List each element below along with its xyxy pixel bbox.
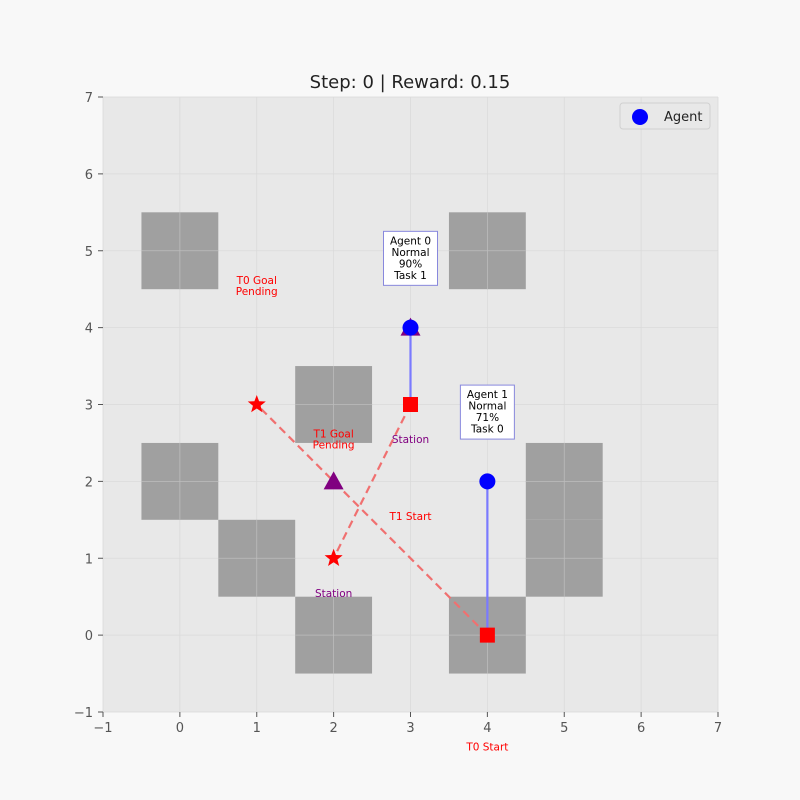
station-label: Station (315, 588, 352, 600)
task-goal-label: T1 Goal (312, 429, 353, 441)
agent-info-text: 90% (399, 258, 422, 270)
agent-marker (479, 473, 496, 490)
x-tick-label: −1 (93, 721, 112, 736)
x-tick-label: 2 (329, 721, 337, 736)
task-start-marker (403, 397, 418, 412)
agent-info-text: Agent 1 (467, 389, 508, 401)
task-start-label: T1 Start (388, 511, 431, 523)
y-tick-label: 5 (85, 245, 93, 260)
y-tick-label: 3 (85, 399, 93, 414)
y-tick-label: 6 (85, 168, 93, 183)
agent-info-text: Task 0 (470, 424, 504, 436)
markers (247, 317, 496, 643)
x-tick-label: 4 (483, 721, 491, 736)
task-goal-label: Pending (236, 286, 278, 298)
agent-info-box (459, 384, 515, 440)
task-goal-label: T0 Goal (236, 275, 277, 287)
axis-ticks: −1 0 1 2 3 4 5 6 7 −1 0 1 2 3 4 5 6 7 (74, 91, 722, 736)
task-goal-marker (247, 395, 266, 413)
x-tick-label: 0 (176, 721, 184, 736)
station-marker (323, 471, 344, 490)
chart-title: Step: 0 | Reward: 0.15 (310, 72, 511, 93)
x-tick-label: 1 (253, 721, 261, 736)
task-start-label: T0 Start (465, 742, 508, 754)
x-tick-label: 6 (637, 721, 645, 736)
y-tick-label: 7 (85, 91, 93, 106)
grid-overlay (141, 212, 603, 674)
task-path-line (332, 404, 412, 559)
agent-info-text: 71% (476, 412, 499, 424)
y-tick-label: 2 (85, 475, 93, 490)
agent-info-text: Normal (468, 401, 506, 413)
agent-info-text: Agent 0 (390, 235, 431, 247)
y-tick-label: 0 (85, 629, 93, 644)
y-tick-label: 4 (85, 322, 93, 337)
agent-info-text: Task 1 (393, 270, 427, 282)
legend-agent-label: Agent (664, 110, 702, 125)
y-tick-label: −1 (74, 706, 93, 721)
agent-info-box (383, 230, 438, 286)
y-tick-label: 1 (85, 552, 93, 567)
agent-info-text: Normal (392, 247, 430, 259)
legend: Agent (619, 102, 711, 130)
x-tick-label: 5 (560, 721, 568, 736)
station-label: Station (392, 434, 429, 446)
legend-agent-marker (632, 109, 648, 125)
task-goal-label: Pending (313, 440, 355, 452)
agent-marker (402, 319, 419, 336)
paths (255, 327, 489, 636)
task-goal-marker (324, 548, 343, 566)
task-path-line (255, 403, 489, 636)
task-start-marker (479, 627, 495, 643)
x-tick-label: 7 (714, 721, 722, 736)
x-tick-label: 3 (406, 721, 414, 736)
